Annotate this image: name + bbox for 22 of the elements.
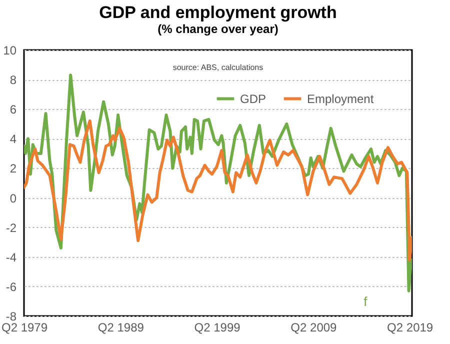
y-tick-label: -4	[6, 250, 17, 264]
x-tick-label: Q2 1999	[194, 320, 241, 334]
annotation: source: ABS, calculations	[172, 63, 264, 72]
y-tick-label: 8	[10, 73, 17, 88]
x-tick-label: Q2 1979	[1, 320, 48, 334]
y-tick-label: 10	[3, 44, 17, 58]
y-tick-label: 6	[10, 102, 17, 117]
y-tick-label: -2	[6, 220, 17, 235]
y-tick-label: -8	[6, 310, 17, 324]
y-tick-label: 2	[10, 162, 17, 176]
y-tick-label: 0	[10, 191, 17, 206]
x-tick-label: Q2 2019	[387, 320, 434, 334]
x-tick-label: Q2 1989	[98, 320, 144, 334]
line-series	[24, 119, 412, 262]
chart-title: GDP and employment growth	[99, 3, 337, 22]
chart-subtitle: (% change over year)	[158, 22, 278, 36]
y-tick-label: 4	[10, 132, 17, 146]
legend-label: GDP	[240, 92, 266, 106]
y-tick-label: -6	[6, 280, 17, 294]
annotation: f	[364, 294, 368, 309]
legend-label: Employment	[307, 92, 374, 106]
x-tick-label: Q2 2009	[290, 320, 338, 334]
